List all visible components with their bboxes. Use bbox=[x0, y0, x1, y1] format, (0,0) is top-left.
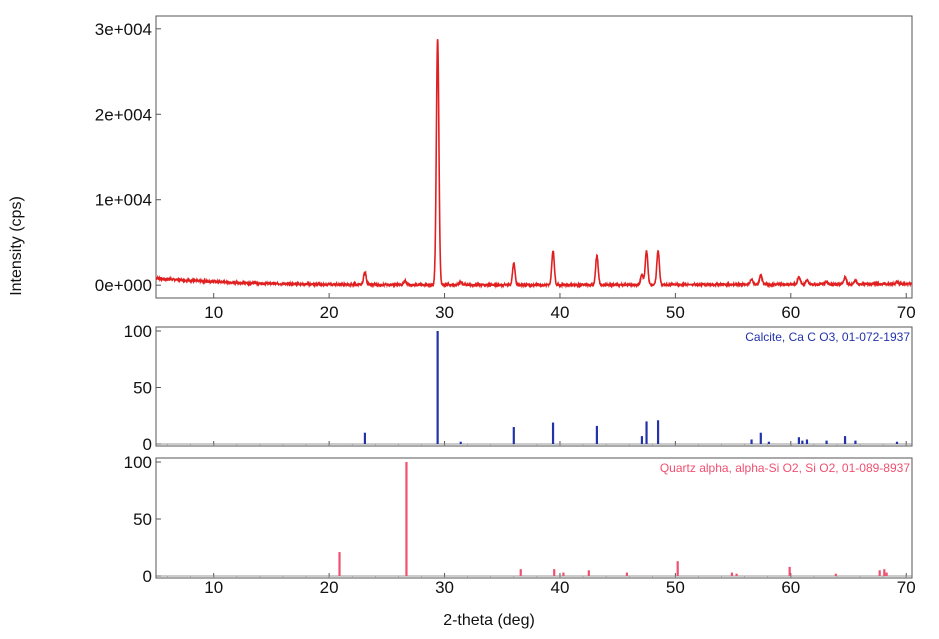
x-axis-title: 2-theta (deg) bbox=[443, 612, 535, 629]
plot-frame bbox=[155, 457, 913, 579]
panel-3: 0 50 100 10 20 30 40 50 60 70 Quartz alpha, alpha-… bbox=[124, 453, 916, 597]
y-axis-title: Intensity (cps) bbox=[8, 196, 25, 296]
y-tick-label: 0 bbox=[143, 435, 152, 454]
y-tick-label: 100 bbox=[124, 453, 152, 472]
x-tick-label: 40 bbox=[551, 578, 570, 597]
y-tick-label: 2e+004 bbox=[95, 105, 152, 124]
x-tick-label: 60 bbox=[781, 303, 800, 322]
x-tick-label: 50 bbox=[666, 303, 685, 322]
y-tick-label: 50 bbox=[133, 510, 152, 529]
y-tick-label: 0 bbox=[143, 567, 152, 586]
y-tick-label: 100 bbox=[124, 322, 152, 341]
y-tick-label: 0e+000 bbox=[95, 276, 152, 295]
y-tick-label: 50 bbox=[133, 379, 152, 398]
x-tick-label: 20 bbox=[320, 578, 339, 597]
plot-panels: 0e+000 1e+004 2e+004 3e+004 10 20 30 40 50 60 70 0 5… bbox=[95, 15, 916, 597]
y-tick-label: 1e+004 bbox=[95, 191, 152, 210]
x-tick-label: 20 bbox=[320, 303, 339, 322]
x-tick-label: 10 bbox=[204, 303, 223, 322]
y-tick-label: 3e+004 bbox=[95, 20, 152, 39]
reference-phase-label: Calcite, Ca C O3, 01-072-1937 bbox=[745, 330, 910, 344]
x-tick-label: 10 bbox=[204, 578, 223, 597]
reference-phase-label: Quartz alpha, alpha-Si O2, Si O2, 01-089… bbox=[660, 461, 910, 475]
x-tick-label: 50 bbox=[666, 578, 685, 597]
measured-pattern-line bbox=[155, 39, 913, 289]
plot-frame bbox=[155, 15, 913, 299]
panel-1: 0e+000 1e+004 2e+004 3e+004 10 20 30 40 50 60 70 bbox=[95, 15, 916, 322]
panel-2: 0 50 100 Calcite, Ca C O3, 01-072-1937 bbox=[124, 322, 913, 454]
x-tick-label: 70 bbox=[897, 303, 916, 322]
x-tick-label: 30 bbox=[435, 578, 454, 597]
x-tick-label: 30 bbox=[435, 303, 454, 322]
plot-frame bbox=[155, 326, 913, 447]
x-tick-label: 40 bbox=[551, 303, 570, 322]
x-tick-label: 60 bbox=[781, 578, 800, 597]
x-tick-label: 70 bbox=[897, 578, 916, 597]
